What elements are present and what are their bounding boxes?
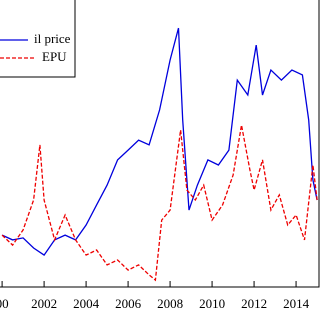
legend-label: EPU [42, 49, 67, 64]
series-line [1, 124, 318, 282]
series-line [1, 27, 318, 256]
x-tick-label: 00 [0, 296, 9, 311]
x-tick-label: 2008 [157, 296, 183, 311]
x-tick-label: 2006 [115, 296, 142, 311]
x-tick-label: 2014 [283, 296, 310, 311]
legend-label: il price [34, 31, 71, 46]
x-tick-label: 2002 [31, 296, 57, 311]
x-tick-label: 2012 [241, 296, 267, 311]
plot-frame [0, 0, 320, 288]
x-tick-label: 2004 [73, 296, 100, 311]
legend-box [0, 0, 76, 78]
x-tick-label: 2010 [199, 296, 225, 311]
